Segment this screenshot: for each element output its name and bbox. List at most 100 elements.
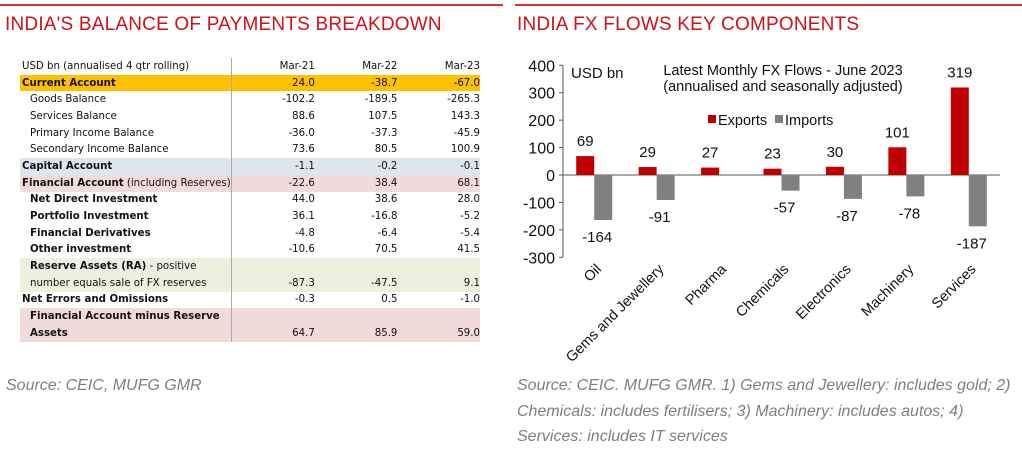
table-row: Other investment -10.6 70.5 41.5: [20, 241, 480, 259]
bar-exports: [638, 167, 657, 175]
data-label-exports: 101: [885, 124, 910, 141]
row-label-text: Financial Account: [22, 177, 124, 189]
bar-imports: [594, 175, 613, 220]
bar-exports: [701, 167, 720, 175]
row-label: Portfolio Investment: [20, 208, 232, 225]
row-value: -22.6: [231, 174, 315, 192]
row-label-text: Portfolio Investment: [30, 211, 149, 223]
row-value: -16.8: [371, 211, 398, 223]
row-value: 59.0: [397, 325, 480, 342]
row-value: 73.6: [292, 144, 315, 156]
y-tick-label: -200: [523, 223, 555, 240]
row-label: Reserve Assets (RA) - positive: [20, 258, 232, 275]
row-value: 0.5: [381, 294, 398, 306]
row-value: 85.9: [314, 325, 398, 342]
row-value: -36.0: [288, 127, 315, 139]
row-label: Assets: [20, 325, 232, 342]
data-label-exports: 69: [577, 133, 594, 150]
data-label-imports: -78: [899, 205, 921, 222]
y-axis-label: USD bn: [571, 65, 624, 82]
chart-title: Latest Monthly FX Flows - June 2023: [663, 63, 902, 79]
row-label: Net Errors and Omissions: [20, 291, 232, 309]
row-value: [397, 258, 480, 275]
row-label-text: Financial Account minus Reserve: [30, 311, 220, 323]
bar-exports: [763, 168, 782, 175]
bar-exports: [888, 147, 907, 175]
header-units: USD bn (annualised 4 qtr rolling): [20, 58, 232, 75]
row-value: -67.0: [397, 74, 480, 92]
legend-exports-swatch: [708, 115, 716, 123]
table-row: Financial Account minus Reserve: [20, 308, 480, 325]
table-row: Net Errors and Omissions -0.3 0.5 -1.0: [20, 291, 480, 309]
row-label-line2: Assets: [30, 327, 68, 339]
row-label-text: Net Errors and Omissions: [22, 294, 169, 306]
left-panel-title: INDIA'S BALANCE OF PAYMENTS BREAKDOWN: [5, 14, 442, 35]
bar-exports: [576, 156, 595, 175]
legend-imports-swatch: [775, 115, 783, 123]
row-value: -4.8: [294, 227, 315, 239]
chart-subtitle: (annualised and seasonally adjusted): [663, 79, 902, 95]
left-source: Source: CEIC, MUFG GMR: [6, 377, 202, 394]
row-label: Secondary Income Balance: [20, 141, 232, 159]
row-value: -0.2: [314, 158, 398, 175]
data-label-imports: -91: [649, 209, 671, 226]
table-row: Reserve Assets (RA) - positive: [20, 258, 480, 275]
row-value: 44.0: [292, 194, 315, 206]
row-label-text: Goods Balance: [30, 94, 107, 106]
row-value: -5.2: [460, 211, 480, 223]
bar-imports: [843, 175, 862, 199]
row-value: 41.5: [457, 244, 480, 256]
left-top-rule: [0, 4, 503, 6]
table-row: Goods Balance -102.2 -189.5 -265.3: [20, 91, 480, 109]
y-tick-label: -100: [523, 195, 555, 212]
row-value: 70.5: [374, 244, 398, 256]
data-label-imports: -164: [582, 229, 612, 246]
row-label-text: Primary Income Balance: [30, 127, 154, 139]
row-value: -1.1: [231, 158, 315, 175]
row-value: 80.5: [374, 144, 398, 156]
row-value: [231, 308, 315, 325]
table-row: Services Balance 88.6 107.5 143.3: [20, 108, 480, 125]
row-value: 38.6: [374, 194, 398, 206]
row-value: -87.3: [231, 274, 315, 292]
header-col: Mar-22: [362, 60, 398, 72]
x-tick-label: Chemicals: [733, 262, 792, 321]
row-value: -0.3: [294, 294, 315, 306]
row-value: -38.7: [314, 74, 398, 92]
bar-imports: [968, 175, 987, 227]
row-value: -37.3: [371, 127, 398, 139]
row-label: Financial Account minus Reserve: [20, 308, 232, 325]
header-col: Mar-21: [279, 60, 315, 72]
table-row: Net Direct Investment 44.0 38.6 28.0: [20, 191, 480, 209]
row-label-suffix: (including Reserves): [123, 177, 231, 189]
y-tick-label: 100: [528, 141, 555, 158]
table-row: Financial Account (including Reserves) -2…: [20, 174, 480, 192]
row-value: 28.0: [457, 194, 480, 206]
x-tick-label: Machinery: [859, 261, 918, 320]
row-value: -5.4: [460, 227, 480, 239]
row-value: -265.3: [447, 94, 480, 106]
row-value: -47.5: [314, 274, 398, 292]
row-label-text: Capital Account: [22, 160, 113, 172]
row-value: -10.6: [288, 244, 315, 256]
header-col: Mar-23: [444, 60, 480, 72]
table-row: Current Account 24.0 -38.7 -67.0: [20, 74, 480, 92]
row-value: [314, 258, 398, 275]
row-label: Financial Derivatives: [20, 224, 232, 242]
right-source: Source: CEIC. MUFG GMR. 1) Gems and Jewe…: [517, 377, 1011, 445]
table-row: Primary Income Balance -36.0 -37.3 -45.9: [20, 124, 480, 142]
row-label-text: Current Account: [22, 77, 116, 89]
data-label-exports: 27: [702, 145, 719, 162]
data-label-exports: 30: [827, 144, 844, 161]
bop-table: USD bn (annualised 4 qtr rolling) Mar-21…: [20, 58, 480, 342]
row-label-suffix: - positive: [146, 261, 197, 273]
row-value: -45.9: [453, 127, 480, 139]
bar-exports: [950, 87, 969, 175]
right-top-rule: [515, 4, 1022, 6]
row-label: Goods Balance: [20, 91, 232, 109]
y-tick-label: 0: [546, 168, 555, 185]
legend-imports-label: Imports: [785, 113, 833, 129]
row-label-text: Financial Derivatives: [30, 227, 151, 239]
row-label: Primary Income Balance: [20, 124, 232, 142]
x-tick-label: Services: [929, 262, 980, 313]
